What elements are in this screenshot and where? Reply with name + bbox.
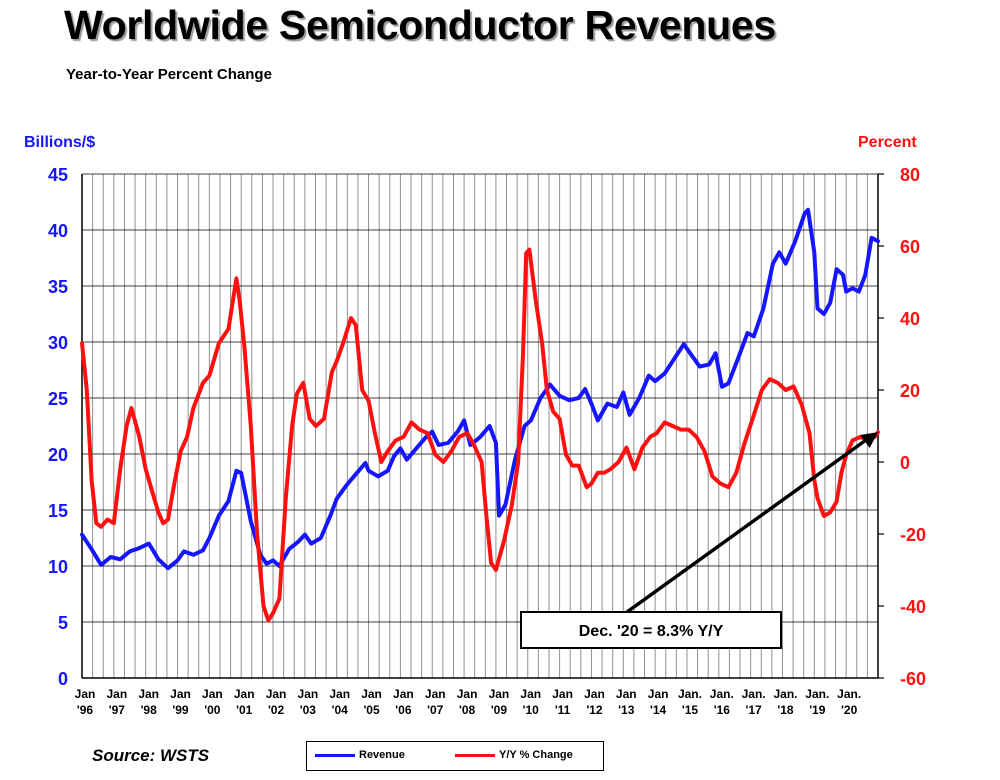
y-tick-label-left: 15 xyxy=(48,501,68,521)
x-tick-label-year: '10 xyxy=(523,703,540,717)
x-tick-label-month: Jan xyxy=(106,687,127,701)
x-tick-label-month: Jan xyxy=(170,687,191,701)
x-tick-label-month: Jan xyxy=(616,687,637,701)
y-tick-label-right: 0 xyxy=(900,453,910,473)
chart-subtitle: Year-to-Year Percent Change xyxy=(66,66,272,83)
x-tick-label-month: Jan xyxy=(75,687,96,701)
x-tick-label-year: '97 xyxy=(109,703,126,717)
y-axis-right-label: Percent xyxy=(858,134,917,151)
x-tick-label-year: '01 xyxy=(236,703,253,717)
x-tick-label-year: '16 xyxy=(714,703,731,717)
x-tick-label-month: Jan xyxy=(138,687,159,701)
x-tick-label-month: Jan xyxy=(648,687,669,701)
annotation-arrow-line xyxy=(625,435,872,614)
series-layer xyxy=(80,207,880,623)
x-tick-label-month: Jan xyxy=(552,687,573,701)
y-tick-label-right: 80 xyxy=(900,165,920,185)
x-tick-label-month: Jan xyxy=(520,687,541,701)
x-tick-label-year: '00 xyxy=(204,703,221,717)
x-tick-label-month: Jan. xyxy=(742,687,766,701)
x-tick-label-year: '15 xyxy=(682,703,699,717)
x-tick-label-month: Jan. xyxy=(678,687,702,701)
x-tick-label-year: '20 xyxy=(841,703,858,717)
x-tick-label-year: '08 xyxy=(459,703,476,717)
legend-label-yoy: Y/Y % Change xyxy=(499,749,573,761)
x-tick-label-month: Jan. xyxy=(710,687,734,701)
x-tick-label-year: '03 xyxy=(300,703,317,717)
x-tick-label-month: Jan xyxy=(329,687,350,701)
y-tick-label-right: 20 xyxy=(900,381,920,401)
annotation-text: Dec. '20 = 8.3% Y/Y xyxy=(579,623,724,640)
y-tick-label-left: 0 xyxy=(58,669,68,689)
x-tick-label-year: '98 xyxy=(141,703,158,717)
chart-grid xyxy=(81,173,879,679)
x-tick-label-year: '06 xyxy=(395,703,412,717)
x-tick-label-month: Jan. xyxy=(773,687,797,701)
x-tick-label-month: Jan xyxy=(298,687,319,701)
x-tick-label-month: Jan. xyxy=(805,687,829,701)
x-tick-label-month: Jan xyxy=(202,687,223,701)
y-tick-label-left: 40 xyxy=(48,221,68,241)
x-tick-label-year: '18 xyxy=(777,703,794,717)
annotation-arrow-head xyxy=(860,432,878,448)
legend-item-yoy: Y/Y % Change xyxy=(455,749,573,761)
y-tick-label-right: 60 xyxy=(900,237,920,257)
x-tick-label-month: Jan xyxy=(584,687,605,701)
y-tick-label-left: 5 xyxy=(58,613,68,633)
x-tick-label-year: '09 xyxy=(491,703,508,717)
x-tick-label-month: Jan xyxy=(266,687,287,701)
x-tick-label-month: Jan xyxy=(457,687,478,701)
series-line-yoy xyxy=(80,247,880,623)
x-tick-label-month: Jan xyxy=(425,687,446,701)
y-tick-label-left: 45 xyxy=(48,165,68,185)
y-tick-label-left: 35 xyxy=(48,277,68,297)
x-tick-label-year: '19 xyxy=(809,703,826,717)
x-tick-label-month: Jan xyxy=(234,687,255,701)
annotation-layer: Dec. '20 = 8.3% Y/Y xyxy=(520,432,878,649)
x-tick-label-year: '17 xyxy=(746,703,763,717)
chart: Billions/$ Percent 0 5 10 15 20 25 30 35 40 45 -60… xyxy=(24,134,926,717)
y-tick-label-left: 20 xyxy=(48,445,68,465)
source-note: Source: WSTS xyxy=(92,746,210,765)
x-tick-label-year: '12 xyxy=(586,703,603,717)
x-tick-label-month: Jan. xyxy=(837,687,861,701)
y-axis-left-label: Billions/$ xyxy=(24,134,95,151)
y-tick-label-right: 40 xyxy=(900,309,920,329)
annotation-box xyxy=(520,611,782,649)
y-tick-label-right: -20 xyxy=(900,525,926,545)
y-tick-label-left: 25 xyxy=(48,389,68,409)
x-tick-label-year: '13 xyxy=(618,703,635,717)
x-tick-label-year: '07 xyxy=(427,703,444,717)
legend-item-revenue: Revenue xyxy=(315,749,405,761)
x-tick-label-month: Jan xyxy=(489,687,510,701)
legend-swatch-yoy xyxy=(455,753,495,757)
chart-title: Worldwide Semiconductor Revenues xyxy=(64,2,776,48)
x-tick-label-year: '99 xyxy=(172,703,189,717)
plot-area xyxy=(82,174,878,678)
legend-label-revenue: Revenue xyxy=(359,749,405,761)
x-tick-label-month: Jan xyxy=(393,687,414,701)
legend-swatch-revenue xyxy=(315,753,355,757)
x-tick-label-year: '02 xyxy=(268,703,285,717)
x-tick-label-year: '05 xyxy=(363,703,380,717)
x-tick-label-year: '11 xyxy=(555,703,571,717)
y-tick-label-right: -40 xyxy=(900,597,926,617)
series-line-revenue xyxy=(80,207,880,571)
x-tick-label-year: '04 xyxy=(332,703,349,717)
y-tick-label-left: 10 xyxy=(48,557,68,577)
y-tick-label-left: 30 xyxy=(48,333,68,353)
x-tick-label-year: '96 xyxy=(77,703,94,717)
x-tick-label-year: '14 xyxy=(650,703,667,717)
chart-axes: 0 5 10 15 20 25 30 35 40 45 -60 -40 -20 0 20 40 60 80 Jan '… xyxy=(48,165,926,717)
legend: Revenue Y/Y % Change xyxy=(306,741,604,771)
x-tick-label-month: Jan xyxy=(361,687,382,701)
y-tick-label-right: -60 xyxy=(900,669,926,689)
